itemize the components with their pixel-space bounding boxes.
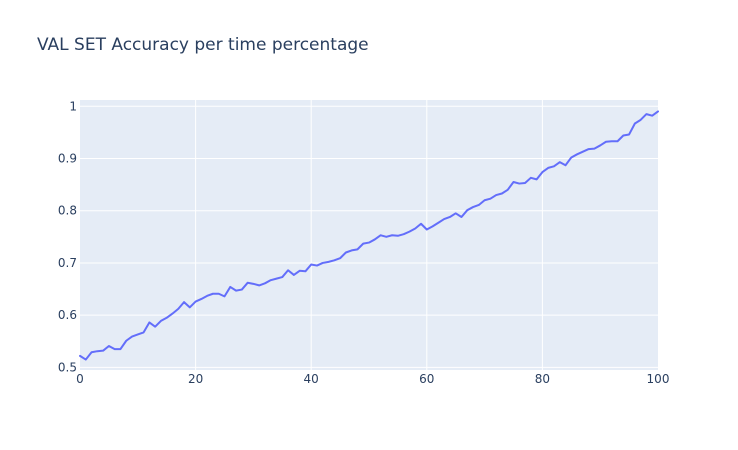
- x-tick-label: 100: [647, 372, 670, 386]
- x-tick-label: 0: [76, 372, 84, 386]
- y-tick-label: 1: [69, 99, 77, 113]
- y-tick-label: 0.8: [58, 204, 77, 218]
- x-tick-label: 80: [535, 372, 550, 386]
- y-tick-label: 0.6: [58, 308, 77, 322]
- y-tick-label: 0.9: [58, 151, 77, 165]
- x-axis-ticks: 0 20 40 60 80 100: [76, 372, 669, 386]
- x-tick-label: 40: [304, 372, 319, 386]
- series-line-layer: [79, 110, 659, 361]
- plot-area: [80, 100, 658, 370]
- y-tick-label: 0.5: [58, 360, 77, 374]
- x-tick-label: 60: [419, 372, 434, 386]
- x-tick-label: 20: [188, 372, 203, 386]
- grid-lines: [80, 100, 658, 370]
- y-tick-label: 0.7: [58, 256, 77, 270]
- series-line: [79, 110, 659, 361]
- chart-title: VAL SET Accuracy per time percentage: [37, 35, 369, 55]
- y-axis-ticks: 0.5 0.6 0.7 0.8 0.9 1: [58, 99, 77, 374]
